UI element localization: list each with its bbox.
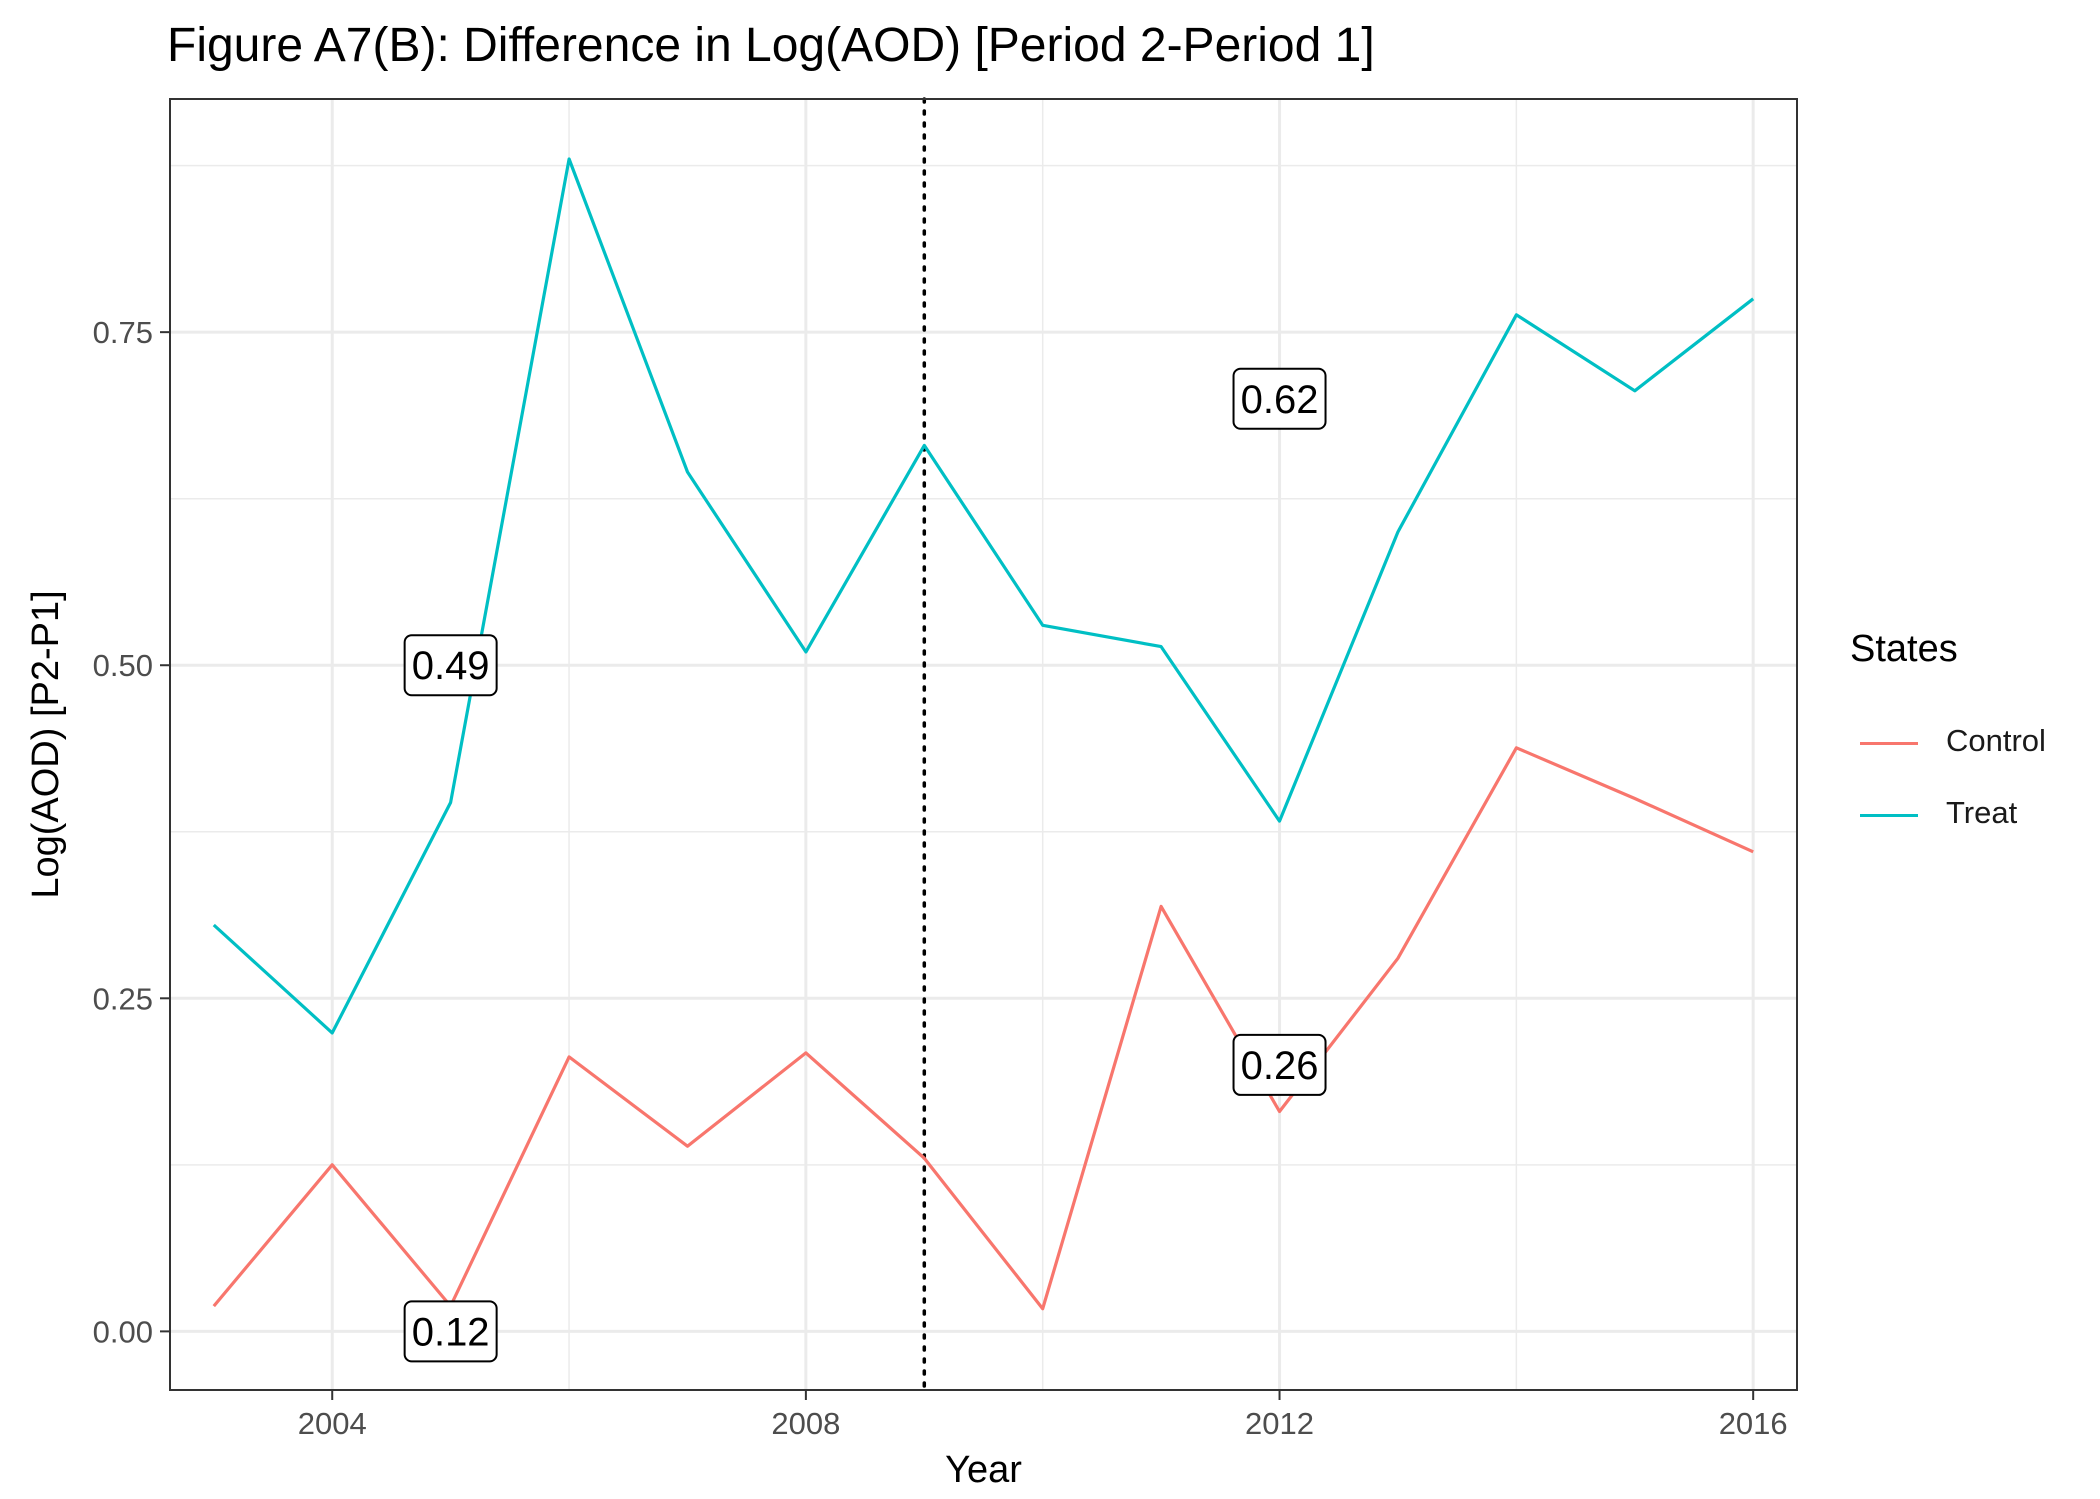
- annotation-label: 0.62: [1232, 367, 1327, 430]
- annotation-text: 0.12: [412, 1310, 490, 1354]
- x-tick-label: 2008: [771, 1406, 840, 1441]
- legend-item-treat: Treat: [1850, 781, 2017, 853]
- series-line-control: [212, 746, 1754, 1311]
- annotation-text: 0.62: [1241, 378, 1319, 422]
- annotation-text: 0.49: [412, 644, 490, 688]
- annotation-text: 0.26: [1241, 1044, 1319, 1088]
- legend-item-control: Control: [1850, 709, 2046, 781]
- y-tick-label: 0.75: [93, 315, 153, 350]
- annotation-label: 0.12: [403, 1300, 498, 1363]
- annotation-label: 0.26: [1232, 1033, 1327, 1096]
- annotation-box: [1232, 1033, 1327, 1096]
- x-tick-label: 2016: [1719, 1406, 1788, 1441]
- legend-key-treat: [1860, 814, 1918, 817]
- y-tick-label: 0.25: [93, 981, 153, 1016]
- x-axis-title: Year: [945, 1449, 1022, 1491]
- y-tick-label: 0.50: [93, 648, 153, 683]
- series-line-treat: [212, 157, 1755, 1035]
- annotation-label: 0.49: [403, 634, 498, 697]
- plot-panel-border: [169, 98, 1798, 1391]
- legend-label-control: Control: [1946, 723, 2046, 758]
- y-tick-label: 0.00: [93, 1314, 153, 1349]
- annotation-box: [403, 634, 498, 697]
- y-axis-title: Log(AOD) [P2-P1]: [25, 590, 67, 898]
- legend-label-treat: Treat: [1946, 795, 2018, 830]
- legend-title: States: [1850, 628, 1958, 670]
- annotation-box: [403, 1300, 498, 1363]
- x-tick-label: 2012: [1245, 1406, 1314, 1441]
- chart-title: Figure A7(B): Difference in Log(AOD) [Pe…: [167, 19, 1375, 72]
- legend: States Control Treat: [1850, 628, 2046, 853]
- legend-key-control: [1860, 742, 1918, 745]
- annotation-box: [1232, 367, 1327, 430]
- x-tick-label: 2004: [298, 1406, 367, 1441]
